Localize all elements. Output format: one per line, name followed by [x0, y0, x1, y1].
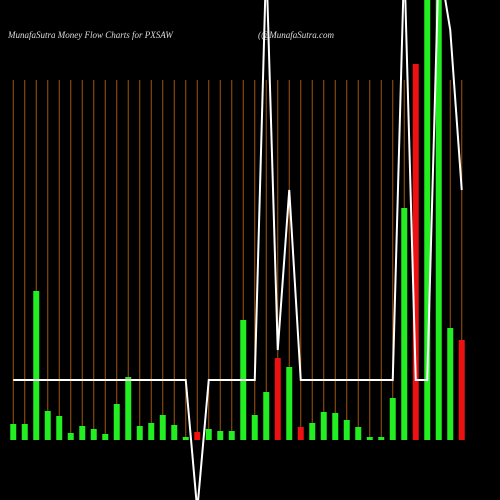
bar — [343, 420, 350, 440]
bar — [33, 291, 40, 440]
bar — [263, 392, 270, 440]
bar — [447, 328, 454, 440]
bar — [274, 358, 281, 440]
bar — [401, 208, 408, 440]
bar — [378, 437, 385, 440]
chart-title: MunafaSutra Money Flow Charts for PXSAW — [7, 30, 174, 40]
bar — [148, 423, 155, 440]
bar — [10, 424, 17, 440]
bar — [159, 415, 166, 440]
chart-subtitle: (@MunafaSutra.com — [258, 30, 335, 40]
bar — [320, 412, 327, 440]
bar — [458, 340, 465, 440]
bar — [355, 427, 362, 440]
bar — [286, 367, 293, 440]
bar — [21, 424, 28, 440]
bar — [44, 411, 51, 440]
bar — [102, 434, 109, 440]
bar — [309, 423, 316, 440]
money-flow-line — [13, 0, 463, 500]
bar — [79, 426, 86, 440]
bar — [366, 437, 373, 440]
bar — [251, 415, 258, 440]
bar — [297, 427, 304, 440]
bar — [113, 404, 120, 440]
bar — [228, 431, 235, 440]
bar — [412, 64, 419, 440]
bar — [435, 0, 442, 440]
bar — [136, 426, 143, 440]
bar — [67, 433, 74, 440]
bar — [332, 413, 339, 440]
bar — [205, 429, 212, 440]
bar — [171, 425, 178, 440]
bar — [194, 432, 201, 440]
bar — [125, 377, 132, 440]
bar — [424, 0, 431, 440]
bar — [217, 431, 224, 440]
bar — [90, 429, 97, 440]
bar — [182, 437, 189, 440]
bar — [389, 398, 396, 440]
bar — [56, 416, 63, 440]
